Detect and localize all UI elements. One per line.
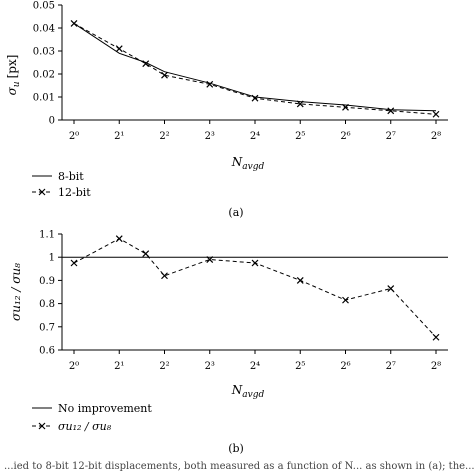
panel-b-y-ticks: 0.6 0.7 0.8 0.9 1 1.1 — [39, 230, 62, 357]
panel-a-x-tick-label: 2⁷ — [386, 131, 396, 142]
panel-a-series-12-bit-marker — [70, 19, 78, 27]
panel-a-xlabel-sub: avgd — [242, 162, 264, 172]
legend-ratio-marker — [38, 422, 46, 430]
panel-a-y-ticks: 0 0.01 0.02 0.03 0.04 0.05 — [33, 1, 62, 127]
panel-b-x-tick-label: 2⁵ — [295, 361, 305, 372]
panel-b-series-u-u-marker — [251, 259, 259, 267]
panel-a-x-axis-label: Navgd — [231, 155, 265, 172]
panel-b-xlabel-main: N — [231, 383, 243, 397]
svg-text:σu₁₂ / σu₈: σu₁₂ / σu₈ — [9, 263, 23, 321]
panel-a-x-tick-label: 2⁶ — [340, 131, 350, 142]
panel-a-series-12-bit-marker — [161, 71, 168, 79]
panel-a-ylabel-unit: [px] — [5, 55, 19, 79]
legend-item-ratio: σu₁₂ / σu₈ — [32, 420, 112, 433]
panel-a-series-12-bit-marker — [387, 107, 395, 115]
legend-item-no-improvement: No improvement — [32, 402, 152, 415]
panel-a-x-ticks: 2⁰ 2¹ 2² 2³ 2⁴ 2⁵ 2⁶ 2⁷ 2⁸ — [69, 120, 441, 142]
legend-item-8-bit: 8-bit — [32, 170, 84, 183]
panel-b-y-tick-label: 0.9 — [39, 276, 55, 287]
panel-a-series-8-bit-line — [73, 22, 437, 112]
svg-text:σu[px]: σu [px] — [5, 55, 22, 96]
panel-b-series-u-u-marker — [206, 256, 214, 263]
panel-a: σu[px] 00.010.020.030.040.05 2⁰ 2¹ 2² 2³ 2⁴ 2… — [5, 1, 448, 219]
legend-ratio-label: σu₁₂ / σu₈ — [58, 420, 112, 433]
panel-b-x-tick-label: 2⁸ — [431, 361, 441, 372]
panel-b-series-u-u-marker — [161, 272, 168, 280]
panel-a-series-12-bit-marker — [142, 60, 150, 68]
panel-a-series-12-bit-marker — [342, 103, 349, 111]
panel-b-x-tick-label: 2⁷ — [386, 361, 396, 372]
panel-b-x-tick-label: 2⁰ — [69, 361, 79, 372]
panel-a-series-12-bit-line — [73, 22, 437, 115]
panel-b-y-tick-label: 1.1 — [39, 230, 55, 241]
panel-b-series-u-u-marker — [432, 333, 440, 341]
panel-b-xlabel-sub: avgd — [242, 390, 264, 400]
panel-b-series-u-u-marker — [142, 250, 150, 258]
panel-a-series-12-bit-marker — [432, 110, 440, 118]
panel-a-x-tick-label: 2³ — [205, 131, 215, 142]
panel-b-legend: No improvement σu₁₂ / σu₈ — [32, 402, 152, 433]
panel-b-label: (b) — [228, 442, 244, 455]
panel-b: σu₁₂ / σu₈ 0.6 0.7 0.8 0.9 1 1.1 2⁰ 2¹ 2² 2³ 2⁴ 2⁵… — [9, 230, 448, 455]
panel-b-x-axis-label: Navgd — [231, 383, 265, 400]
legend-12-bit-label: 12-bit — [58, 186, 91, 199]
panel-a-x-tick-label: 2⁰ — [69, 131, 79, 142]
panel-a-x-tick-label: 2¹ — [114, 131, 124, 142]
panel-b-series-u-u-marker — [296, 276, 304, 284]
panel-a-x-tick-label: 2⁵ — [295, 131, 305, 142]
panel-b-y-tick-label: 0.8 — [39, 299, 55, 310]
panel-a-y-tick-label: 0 — [49, 116, 55, 127]
panel-a-y-tick-label: 0.02 — [33, 70, 55, 81]
panel-b-series-u-u-marker — [70, 259, 78, 267]
caption-fragment: ...ied to 8-bit 12-bit displacements, bo… — [4, 461, 474, 471]
panel-b-y-tick-label: 0.6 — [39, 346, 55, 357]
legend-8-bit-label: 8-bit — [58, 170, 84, 183]
panel-a-series-12-bit-marker — [251, 94, 259, 102]
panel-b-x-ticks: 2⁰ 2¹ 2² 2³ 2⁴ 2⁵ 2⁶ 2⁷ 2⁸ — [69, 350, 441, 372]
panel-a-series-12-bit-marker — [206, 80, 214, 88]
panel-b-series-u-u-marker — [387, 285, 395, 292]
panel-a-label: (a) — [228, 206, 243, 219]
panel-b-x-tick-label: 2² — [159, 361, 169, 372]
panel-a-series-12-bit-marker — [296, 100, 304, 108]
legend-12-bit-marker — [38, 188, 46, 196]
panel-b-series-u-u-marker — [115, 235, 123, 243]
panel-a-series — [70, 19, 440, 118]
panel-a-y-tick-label: 0.04 — [33, 24, 55, 35]
panel-a-legend: 8-bit 12-bit — [32, 170, 91, 199]
panel-b-x-tick-label: 2³ — [205, 361, 215, 372]
legend-no-improvement-label: No improvement — [58, 402, 152, 415]
panel-a-y-axis-label: σu [px] — [5, 55, 22, 96]
panel-b-x-tick-label: 2¹ — [114, 361, 124, 372]
panel-b-y-tick-label: 1 — [49, 253, 55, 264]
panel-b-y-axis-label: σu₁₂ / σu₈ — [9, 263, 23, 321]
panel-a-y-tick-label: 0.05 — [33, 1, 55, 12]
panel-a-x-tick-label: 2⁴ — [250, 131, 260, 142]
panel-a-y-tick-label: 0.03 — [33, 47, 55, 58]
panel-b-series-u-u-line — [73, 238, 437, 338]
panel-a-series-12-bit-marker — [115, 45, 123, 53]
panel-b-series-u-u-marker — [342, 296, 349, 304]
legend-item-12-bit: 12-bit — [32, 186, 91, 199]
panel-a-ylabel-sub: u — [12, 81, 22, 87]
panel-a-x-tick-label: 2⁸ — [431, 131, 441, 142]
panel-b-x-tick-label: 2⁶ — [340, 361, 350, 372]
panel-b-series — [70, 235, 440, 341]
panel-a-x-tick-label: 2² — [159, 131, 169, 142]
panel-a-xlabel-main: N — [231, 155, 243, 169]
panel-a-ylabel-sym: σ — [5, 86, 19, 95]
panel-b-x-tick-label: 2⁴ — [250, 361, 260, 372]
panel-a-y-tick-label: 0.01 — [33, 93, 55, 104]
panel-b-y-tick-label: 0.7 — [39, 322, 55, 333]
